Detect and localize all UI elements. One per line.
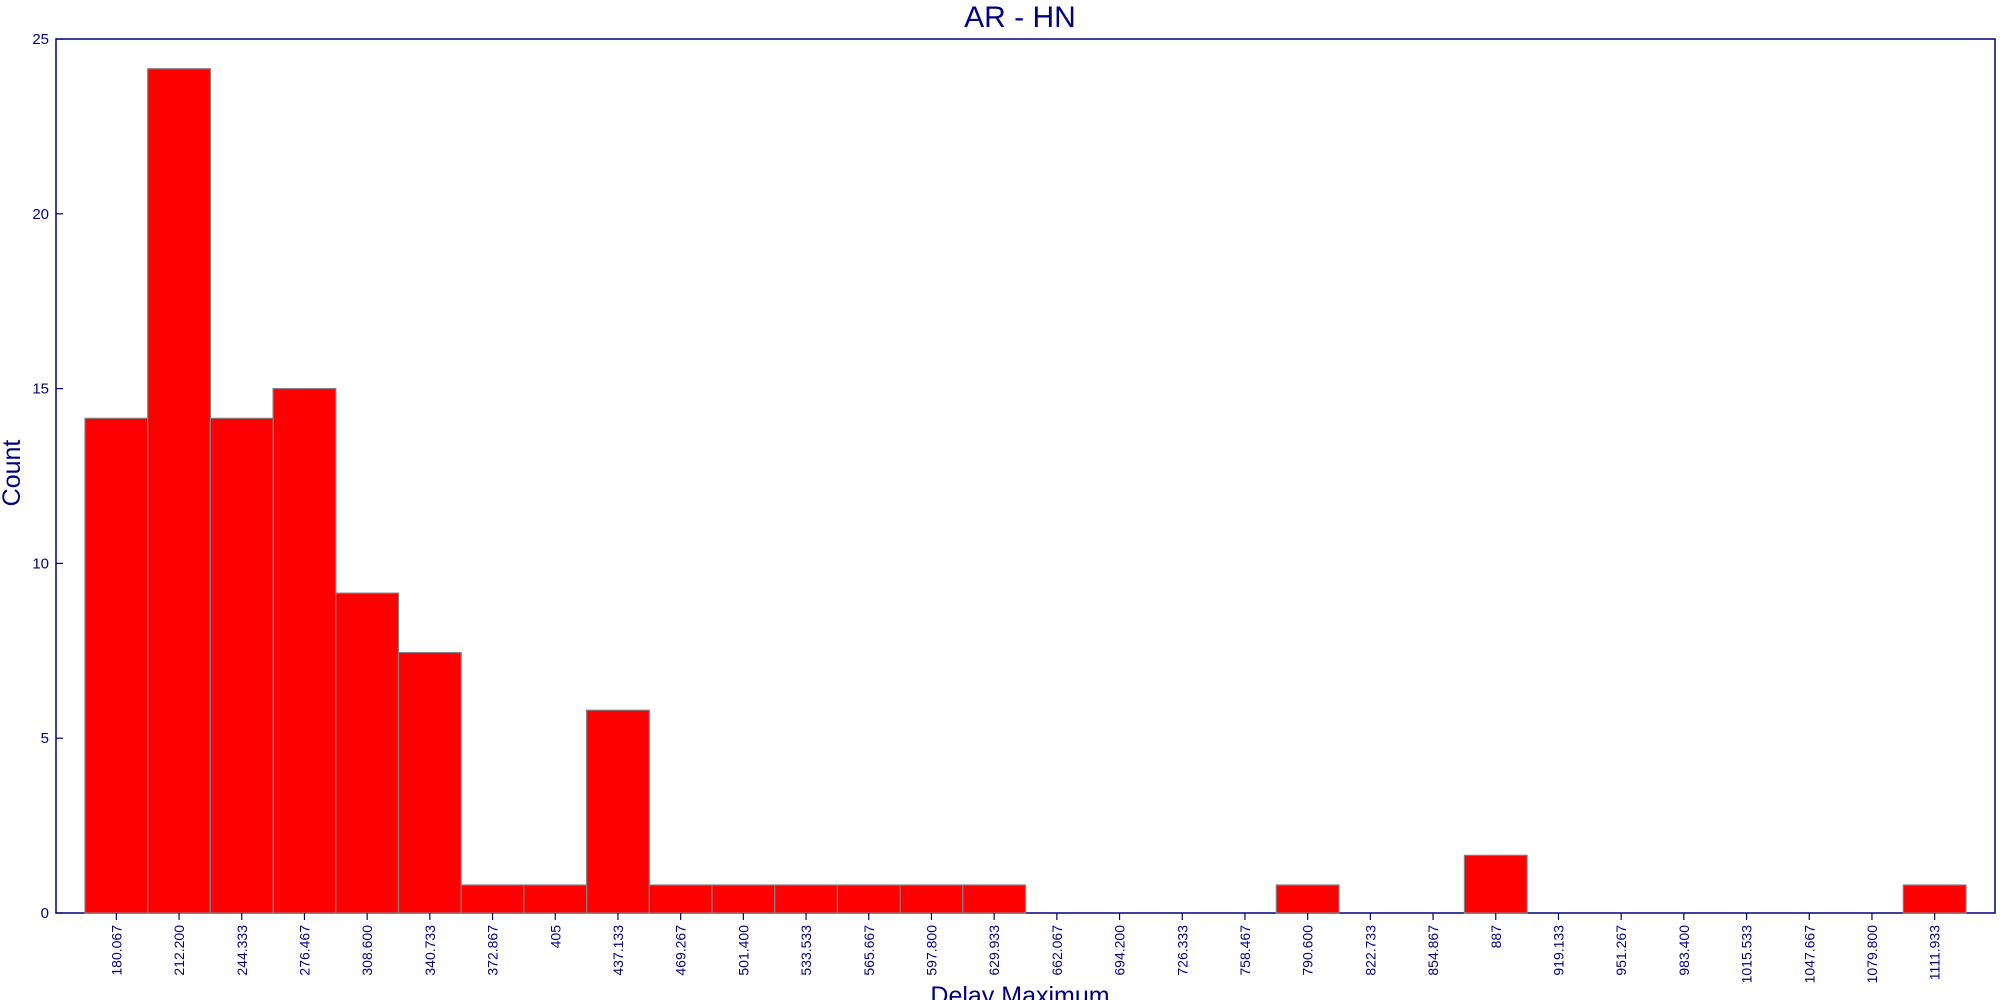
x-tick-label: 822.733 <box>1362 925 1378 976</box>
x-tick-label: 308.600 <box>359 925 375 976</box>
ticks-layer: 0 5 10 15 20 25 180.067 212.200 244.333 276.467 30… <box>32 31 1942 983</box>
x-tick-label: 1111.933 <box>1927 925 1943 980</box>
x-tick-label: 854.867 <box>1425 925 1441 976</box>
y-tick-label: 10 <box>32 555 49 572</box>
x-tick-label: 983.400 <box>1676 925 1692 976</box>
x-tick-label: 244.333 <box>234 925 250 976</box>
y-tick-label: 0 <box>41 905 49 922</box>
histogram-bar <box>585 709 650 914</box>
x-tick-label: 276.467 <box>296 925 312 976</box>
x-tick-label: 629.933 <box>986 925 1002 976</box>
x-tick-label: 694.200 <box>1112 925 1128 976</box>
x-tick-label: 180.067 <box>108 925 124 976</box>
histogram-bar <box>460 884 525 914</box>
x-tick-label: 212.200 <box>171 925 187 976</box>
histogram-bar <box>84 417 149 914</box>
x-tick-label: 726.333 <box>1174 925 1190 976</box>
histogram-bar <box>1275 884 1340 914</box>
histogram-bar <box>335 592 400 914</box>
histogram-bar <box>962 884 1027 914</box>
x-tick-label: 405 <box>547 925 563 949</box>
histogram-bar <box>397 651 462 914</box>
x-tick-label: 790.600 <box>1300 925 1316 976</box>
x-tick-label: 1047.667 <box>1801 925 1817 984</box>
histogram-bar <box>1902 884 1967 914</box>
x-tick-label: 565.667 <box>861 925 877 976</box>
x-tick-label: 597.800 <box>923 925 939 976</box>
histogram-bar <box>899 884 964 914</box>
bars-layer <box>84 68 1967 914</box>
histogram-bar <box>1463 854 1528 914</box>
chart-title: AR - HN <box>964 1 1076 34</box>
x-tick-label: 533.533 <box>798 925 814 976</box>
histogram-bar <box>523 884 588 914</box>
x-tick-label: 469.267 <box>673 925 689 976</box>
y-tick-label: 15 <box>32 381 49 398</box>
x-tick-label: 340.733 <box>422 925 438 976</box>
x-tick-label: 372.867 <box>485 925 501 976</box>
y-axis-label: Count <box>0 440 26 507</box>
histogram-bar <box>836 884 901 914</box>
y-tick-label: 25 <box>32 31 49 48</box>
histogram-bar <box>147 68 211 914</box>
histogram-bar <box>209 417 274 914</box>
y-tick-label: 5 <box>41 730 49 747</box>
x-tick-label: 1015.533 <box>1739 925 1755 984</box>
x-tick-label: 951.267 <box>1613 925 1629 976</box>
x-axis-label: Delay Maximum <box>930 982 1109 1000</box>
x-tick-label: 758.467 <box>1237 925 1253 976</box>
x-tick-label: 501.400 <box>735 925 751 976</box>
histogram-bar <box>711 884 776 914</box>
histogram-bar <box>774 884 839 914</box>
x-tick-label: 919.133 <box>1550 925 1566 976</box>
x-tick-label: 437.133 <box>610 925 626 976</box>
y-tick-label: 20 <box>32 206 49 223</box>
x-tick-label: 1079.800 <box>1864 925 1880 984</box>
x-tick-label: 887 <box>1488 925 1504 949</box>
histogram-bar <box>648 884 713 914</box>
x-tick-label: 662.067 <box>1049 925 1065 976</box>
histogram-bar <box>272 388 337 914</box>
